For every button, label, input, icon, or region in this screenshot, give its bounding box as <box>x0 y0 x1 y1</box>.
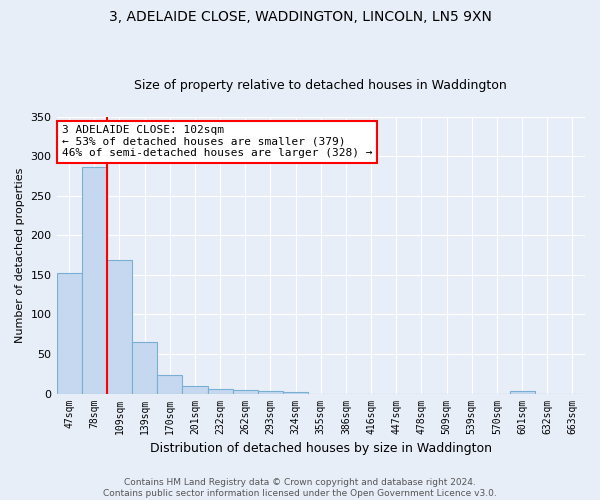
Bar <box>283 392 308 394</box>
Bar <box>233 390 258 394</box>
Bar <box>182 386 208 394</box>
Bar <box>157 374 182 394</box>
X-axis label: Distribution of detached houses by size in Waddington: Distribution of detached houses by size … <box>150 442 492 455</box>
Text: 3 ADELAIDE CLOSE: 102sqm
← 53% of detached houses are smaller (379)
46% of semi-: 3 ADELAIDE CLOSE: 102sqm ← 53% of detach… <box>62 125 373 158</box>
Y-axis label: Number of detached properties: Number of detached properties <box>15 168 25 343</box>
Bar <box>56 272 82 394</box>
Bar <box>509 391 535 394</box>
Text: 3, ADELAIDE CLOSE, WADDINGTON, LINCOLN, LN5 9XN: 3, ADELAIDE CLOSE, WADDINGTON, LINCOLN, … <box>109 10 491 24</box>
Bar <box>258 391 283 394</box>
Bar <box>82 166 107 394</box>
Bar <box>132 342 157 394</box>
Title: Size of property relative to detached houses in Waddington: Size of property relative to detached ho… <box>134 79 507 92</box>
Bar <box>208 389 233 394</box>
Bar <box>107 260 132 394</box>
Text: Contains HM Land Registry data © Crown copyright and database right 2024.
Contai: Contains HM Land Registry data © Crown c… <box>103 478 497 498</box>
